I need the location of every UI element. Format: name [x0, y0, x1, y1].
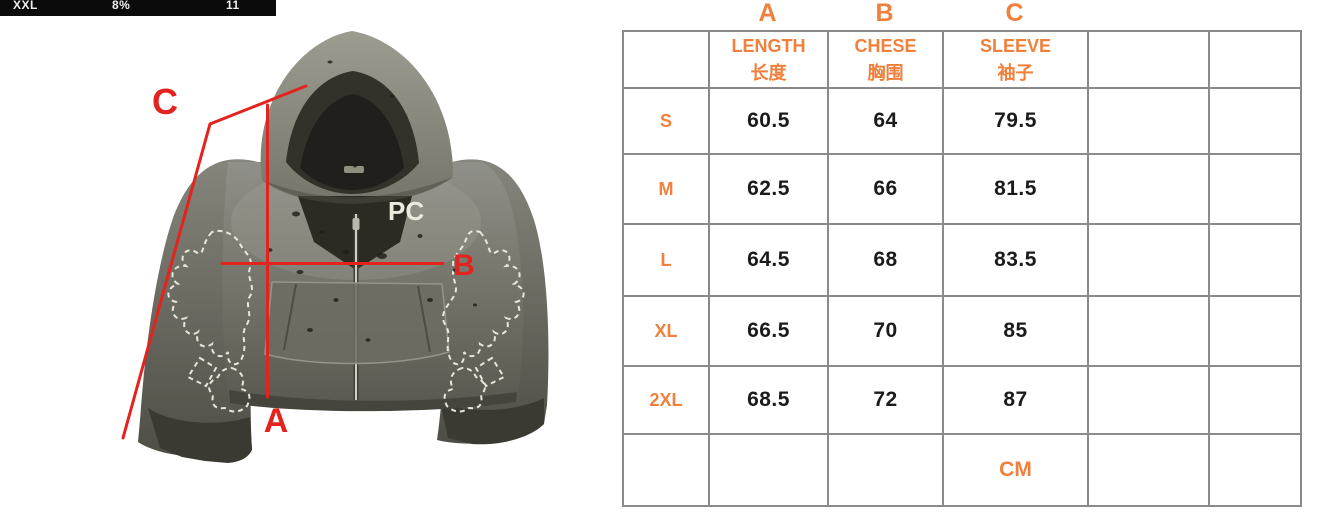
table-row-m: M 62.5 66 81.5 [622, 153, 1302, 225]
chest-value: 66 [827, 153, 944, 225]
spare-cell [1208, 153, 1302, 225]
spare-cell [1208, 365, 1302, 435]
chest-value: 72 [827, 365, 944, 435]
chest-value: 64 [827, 87, 944, 155]
right-cuff [440, 398, 544, 445]
hood-rim-shadow [262, 177, 453, 204]
spare-cell [1087, 223, 1210, 297]
size-chart-table: LENGTH 长度 CHESE 胸围 SLEEVE 袖子 S 60.5 64 7… [622, 30, 1302, 507]
header-chest-en: CHESE [854, 36, 917, 57]
sleeve-value: 87 [942, 365, 1089, 435]
spare-cell [1208, 433, 1302, 507]
spare-cell [1087, 87, 1210, 155]
label-C: C [152, 81, 178, 122]
length-value: 62.5 [708, 153, 829, 225]
header-cell-empty [622, 30, 710, 89]
product-measurement-diagram: PC [121, 31, 549, 463]
header-cell-spare [1208, 30, 1302, 89]
spare-cell [1208, 223, 1302, 297]
spare-cell [1087, 153, 1210, 225]
chest-logo: PC [388, 196, 424, 226]
table-row-s: S 60.5 64 79.5 [622, 87, 1302, 155]
table-header-row: LENGTH 长度 CHESE 胸围 SLEEVE 袖子 [622, 30, 1302, 89]
sleeve-value: 85 [942, 295, 1089, 367]
header-cell-spare [1087, 30, 1210, 89]
size-label: M [622, 153, 710, 225]
chest-value: 70 [827, 295, 944, 367]
length-value: 66.5 [708, 295, 829, 367]
column-letter-b: B [875, 0, 894, 27]
sleeve-value: 79.5 [942, 87, 1089, 155]
spare-cell [708, 433, 829, 507]
right-sleeve-stitch-pattern [442, 230, 525, 413]
table-row-unit: CM [622, 433, 1302, 507]
svg-text:PC: PC [388, 196, 424, 226]
spare-cell [1208, 87, 1302, 155]
left-cuff [148, 408, 252, 463]
spare-cell [1087, 365, 1210, 435]
table-row-2xl: 2XL 68.5 72 87 [622, 365, 1302, 435]
measurement-lines [121, 84, 445, 440]
header-length-zh: 长度 [750, 62, 787, 83]
spare-cell [622, 433, 710, 507]
length-value: 68.5 [708, 365, 829, 435]
column-letter-c: C [1005, 0, 1024, 27]
size-label: L [622, 223, 710, 297]
sleeve-value: 81.5 [942, 153, 1089, 225]
chest-value: 68 [827, 223, 944, 297]
header-cell-length: LENGTH 长度 [708, 30, 829, 89]
size-chart: A B C LENGTH 长度 CHESE 胸围 [622, 0, 1302, 507]
column-letters-row: A B C [622, 0, 1300, 30]
label-B: B [453, 249, 475, 282]
header-bar: XXL 8% 11 [0, 0, 276, 16]
header-cell-sleeve: SLEEVE 袖子 [942, 30, 1089, 89]
measure-line-C [121, 84, 308, 440]
table-row-l: L 64.5 68 83.5 [622, 223, 1302, 297]
spare-cell [1208, 295, 1302, 367]
hoodie-photo: PC [138, 31, 549, 463]
kangaroo-pocket [264, 281, 450, 365]
length-value: 60.5 [708, 87, 829, 155]
header-length-en: LENGTH [731, 36, 806, 57]
length-value: 64.5 [708, 223, 829, 297]
header-cell-chest: CHESE 胸围 [827, 30, 944, 89]
size-label: S [622, 87, 710, 155]
spare-cell [1087, 433, 1210, 507]
label-A: A [264, 402, 289, 440]
unit-cell: CM [942, 433, 1089, 507]
measurement-labels: A B C [152, 81, 475, 440]
header-chest-zh: 胸围 [867, 62, 904, 83]
size-label: XL [622, 295, 710, 367]
size-label: 2XL [622, 365, 710, 435]
spare-cell [1087, 295, 1210, 367]
column-letter-a: A [758, 0, 777, 27]
spare-cell [827, 433, 944, 507]
table-row-xl: XL 66.5 70 85 [622, 295, 1302, 367]
sleeve-value: 83.5 [942, 223, 1089, 297]
hood-lining-inner [300, 94, 404, 190]
hem-band [229, 390, 517, 412]
neck-loop [344, 166, 364, 173]
header-bar-count: 11 [226, 0, 240, 12]
header-bar-percent: 8% [112, 0, 131, 12]
left-sleeve-stitch-pattern [167, 230, 253, 413]
header-sleeve-zh: 袖子 [997, 62, 1034, 83]
header-bar-size: XXL [13, 0, 38, 12]
header-sleeve-en: SLEEVE [979, 36, 1052, 57]
